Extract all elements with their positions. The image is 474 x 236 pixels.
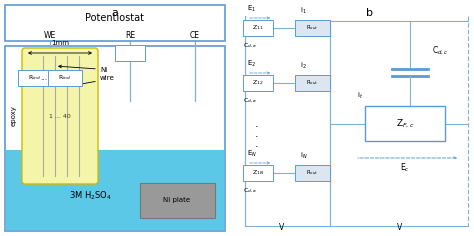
Text: C$_{d,c}$: C$_{d,c}$ <box>432 45 448 57</box>
Text: RE: RE <box>125 31 135 41</box>
Text: Potentiostat: Potentiostat <box>85 13 145 23</box>
Text: ...: ... <box>40 73 47 83</box>
Text: .: . <box>255 139 259 149</box>
Text: i$_1$: i$_1$ <box>300 6 307 16</box>
Text: E$_c$: E$_c$ <box>400 162 410 174</box>
Text: R$_{ind}$: R$_{ind}$ <box>58 74 72 82</box>
Bar <box>243 20 273 36</box>
Text: i$_t$: i$_t$ <box>357 91 363 101</box>
Text: .: . <box>255 119 259 129</box>
Text: Ni
wire: Ni wire <box>100 67 115 80</box>
Text: i$_N$: i$_N$ <box>300 151 308 161</box>
Text: epoxy: epoxy <box>11 105 17 126</box>
Text: a: a <box>111 8 118 18</box>
Text: E$_2$: E$_2$ <box>247 59 256 69</box>
Text: 3M H$_2$SO$_4$: 3M H$_2$SO$_4$ <box>69 190 111 202</box>
Text: C$_{d,a}$: C$_{d,a}$ <box>243 42 257 50</box>
Text: C$_{d,a}$: C$_{d,a}$ <box>243 187 257 195</box>
Bar <box>5 46 225 231</box>
Bar <box>6 150 224 230</box>
Bar <box>295 20 330 36</box>
Text: Z$_{F,c}$: Z$_{F,c}$ <box>396 117 414 130</box>
Bar <box>140 183 215 218</box>
Text: i$_2$: i$_2$ <box>300 61 307 71</box>
Text: Z$_{12}$: Z$_{12}$ <box>252 79 264 88</box>
Text: R$_{out}$: R$_{out}$ <box>306 79 318 88</box>
Text: Ni plate: Ni plate <box>164 197 191 203</box>
Text: CE: CE <box>190 31 200 41</box>
Text: E$_N$: E$_N$ <box>247 149 257 159</box>
Text: R$_{out}$: R$_{out}$ <box>306 24 318 32</box>
Text: E$_1$: E$_1$ <box>247 4 256 14</box>
Text: V: V <box>397 223 402 232</box>
Bar <box>295 165 330 181</box>
Bar <box>243 165 273 181</box>
Text: 1 ... 40: 1 ... 40 <box>49 114 71 118</box>
Text: R$_{ind}$: R$_{ind}$ <box>28 74 42 82</box>
Bar <box>5 5 225 41</box>
Bar <box>115 45 145 61</box>
Bar <box>48 70 82 86</box>
Text: WE: WE <box>44 31 56 41</box>
Text: Z$_{11}$: Z$_{11}$ <box>252 24 264 32</box>
Text: Z$_{1N}$: Z$_{1N}$ <box>252 169 264 177</box>
Bar <box>18 70 52 86</box>
Text: V: V <box>279 223 284 232</box>
Text: R$_{out}$: R$_{out}$ <box>306 169 318 177</box>
Bar <box>295 75 330 91</box>
Text: C$_{d,a}$: C$_{d,a}$ <box>243 97 257 105</box>
Text: .: . <box>255 129 259 139</box>
Bar <box>365 106 445 141</box>
Text: 1mm: 1mm <box>51 40 69 46</box>
Bar <box>243 75 273 91</box>
Text: b: b <box>366 8 374 18</box>
FancyBboxPatch shape <box>22 48 98 184</box>
